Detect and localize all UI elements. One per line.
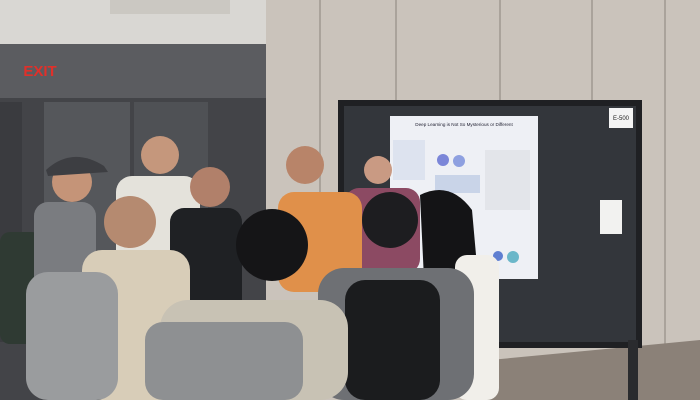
poster-text-block — [393, 140, 425, 180]
person-head — [236, 209, 308, 281]
person-head — [286, 146, 324, 184]
poster-figure — [437, 154, 449, 166]
poster-figure — [493, 251, 503, 261]
poster-figure — [453, 155, 465, 167]
backpack — [26, 272, 118, 400]
poster-title: Deep Learning is Not So Mysterious or Di… — [415, 122, 513, 127]
person-head — [362, 192, 418, 248]
paper-note — [600, 200, 622, 234]
person-head — [364, 156, 392, 184]
cap — [46, 156, 108, 176]
poster-figure — [507, 251, 519, 263]
soffit — [0, 44, 276, 100]
board-number: E-500 — [613, 116, 630, 122]
person-head — [141, 136, 179, 174]
ceiling-panel — [110, 0, 230, 14]
backpack — [145, 322, 303, 400]
exit-sign: EXIT — [23, 63, 56, 80]
backpack — [345, 280, 440, 400]
board-label — [609, 108, 633, 128]
poster-figure — [435, 175, 480, 193]
person-head — [104, 196, 156, 248]
floor — [470, 340, 700, 400]
board-leg — [628, 340, 638, 400]
person-head — [190, 167, 230, 207]
poster-plots — [485, 150, 530, 210]
